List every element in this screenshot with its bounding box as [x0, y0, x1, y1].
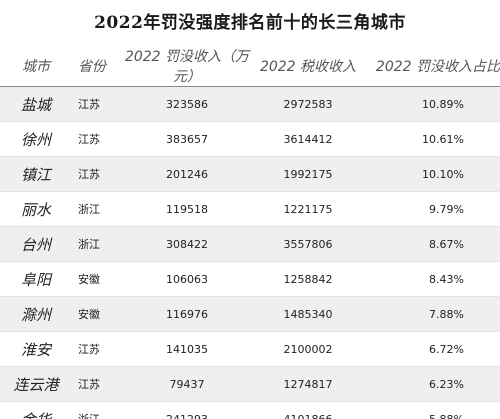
cell-province: 浙江	[72, 226, 118, 262]
header-fine-income: 2022 罚没收入（万元）	[118, 46, 256, 87]
cell-fine-income: 106063	[118, 261, 256, 297]
cell-ratio: 5.88%	[360, 401, 500, 419]
cell-fine-income: 201246	[118, 156, 256, 192]
cell-fine-income: 308422	[118, 226, 256, 262]
cell-province: 江苏	[72, 331, 118, 367]
cell-ratio: 8.43%	[360, 261, 500, 297]
cell-fine-income: 383657	[118, 121, 256, 157]
cell-city: 阜阳	[0, 261, 72, 297]
table-row: 淮安 江苏 141035 2100002 6.72%	[0, 331, 500, 367]
cell-ratio: 7.88%	[360, 296, 500, 332]
table-row: 滁州 安徽 116976 1485340 7.88%	[0, 296, 500, 332]
cell-city: 金华	[0, 401, 72, 419]
cell-tax-income: 1221175	[256, 191, 360, 227]
table-body: 盐城 江苏 323586 2972583 10.89% 徐州 江苏 383657…	[0, 86, 500, 419]
table-header: 城市 省份 2022 罚没收入（万元） 2022 税收收入 2022 罚没收入占…	[0, 46, 500, 87]
cell-fine-income: 323586	[118, 86, 256, 122]
cell-city: 徐州	[0, 121, 72, 157]
cell-tax-income: 1992175	[256, 156, 360, 192]
cell-city: 淮安	[0, 331, 72, 367]
cell-ratio: 9.79%	[360, 191, 500, 227]
cell-tax-income: 1274817	[256, 366, 360, 402]
cell-province: 江苏	[72, 156, 118, 192]
cell-province: 浙江	[72, 191, 118, 227]
table-row: 丽水 浙江 119518 1221175 9.79%	[0, 191, 500, 227]
cell-province: 安徽	[72, 296, 118, 332]
table-row: 镇江 江苏 201246 1992175 10.10%	[0, 156, 500, 192]
cell-city: 台州	[0, 226, 72, 262]
table-row: 连云港 江苏 79437 1274817 6.23%	[0, 366, 500, 402]
ranking-table: 城市 省份 2022 罚没收入（万元） 2022 税收收入 2022 罚没收入占…	[0, 46, 500, 419]
header-tax-income: 2022 税收收入	[256, 46, 360, 87]
table-row: 台州 浙江 308422 3557806 8.67%	[0, 226, 500, 262]
cell-tax-income: 1485340	[256, 296, 360, 332]
cell-city: 盐城	[0, 86, 72, 122]
cell-province: 江苏	[72, 121, 118, 157]
table-row: 盐城 江苏 323586 2972583 10.89%	[0, 86, 500, 122]
cell-city: 连云港	[0, 366, 72, 402]
cell-fine-income: 79437	[118, 366, 256, 402]
header-ratio: 2022 罚没收入占比	[360, 46, 500, 87]
cell-ratio: 6.72%	[360, 331, 500, 367]
cell-province: 江苏	[72, 366, 118, 402]
cell-fine-income: 116976	[118, 296, 256, 332]
cell-tax-income: 3557806	[256, 226, 360, 262]
cell-province: 江苏	[72, 86, 118, 122]
cell-fine-income: 141035	[118, 331, 256, 367]
cell-city: 镇江	[0, 156, 72, 192]
table-row: 金华 浙江 241293 4101866 5.88%	[0, 401, 500, 419]
table-row: 徐州 江苏 383657 3614412 10.61%	[0, 121, 500, 157]
cell-ratio: 10.61%	[360, 121, 500, 157]
cell-ratio: 6.23%	[360, 366, 500, 402]
cell-fine-income: 241293	[118, 401, 256, 419]
cell-tax-income: 2100002	[256, 331, 360, 367]
cell-city: 丽水	[0, 191, 72, 227]
cell-ratio: 10.89%	[360, 86, 500, 122]
header-city: 城市	[0, 46, 72, 87]
cell-tax-income: 4101866	[256, 401, 360, 419]
header-province: 省份	[72, 46, 118, 87]
header-row: 城市 省份 2022 罚没收入（万元） 2022 税收收入 2022 罚没收入占…	[0, 46, 500, 87]
table-row: 阜阳 安徽 106063 1258842 8.43%	[0, 261, 500, 297]
cell-province: 安徽	[72, 261, 118, 297]
cell-ratio: 10.10%	[360, 156, 500, 192]
cell-province: 浙江	[72, 401, 118, 419]
cell-ratio: 8.67%	[360, 226, 500, 262]
cell-city: 滁州	[0, 296, 72, 332]
cell-tax-income: 3614412	[256, 121, 360, 157]
cell-tax-income: 2972583	[256, 86, 360, 122]
cell-tax-income: 1258842	[256, 261, 360, 297]
table-title: 2022年罚没强度排名前十的长三角城市	[94, 13, 406, 33]
cell-fine-income: 119518	[118, 191, 256, 227]
